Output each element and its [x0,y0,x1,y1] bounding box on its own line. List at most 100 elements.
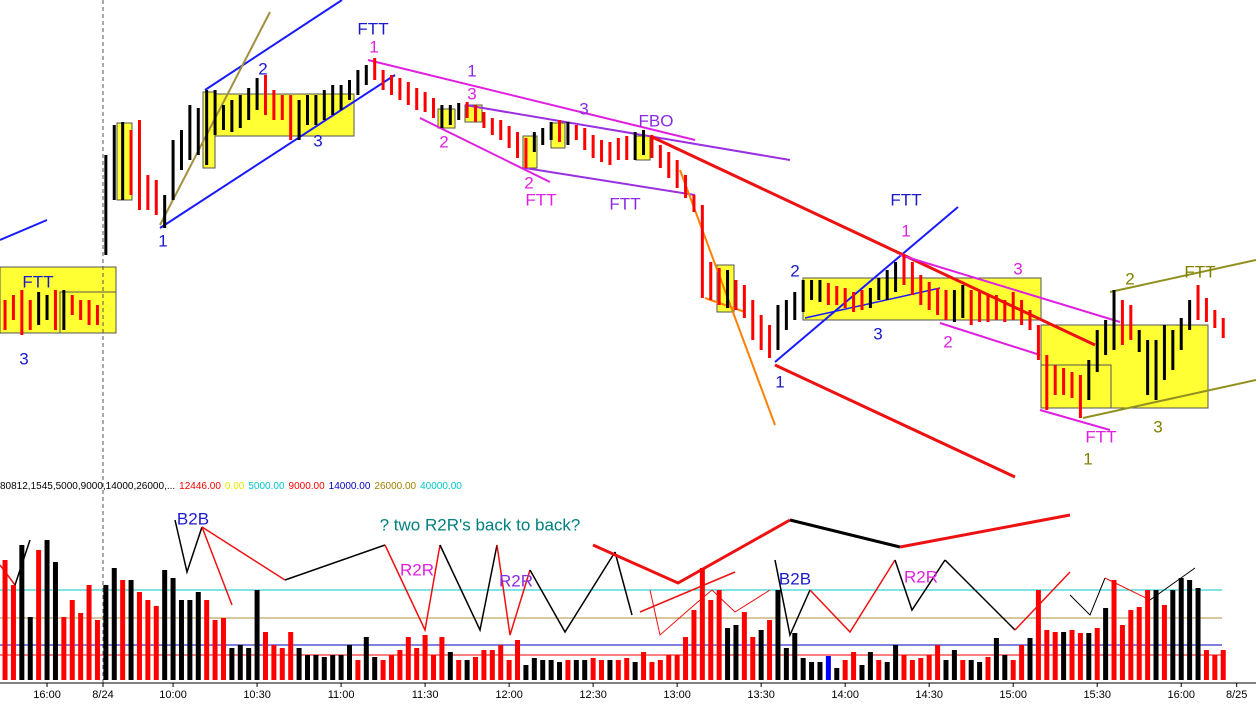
annotation: B2B [779,569,811,588]
volume-bar [1212,655,1218,680]
volume-bar [1094,628,1100,680]
volume-bar [590,658,596,680]
trend-line [1109,259,1256,293]
trend-line [159,74,396,229]
volume-bar [859,665,865,680]
x-tick-label: 11:00 [328,689,355,701]
annotation: FTT [357,19,388,38]
volume-bar [641,652,647,680]
zigzag [649,589,771,636]
annotation: 1 [369,37,378,56]
volume-bar [246,648,252,680]
volume-bar [136,592,142,680]
volume-bar [195,592,201,680]
volume-bar [389,655,395,680]
x-tick-label: 10:30 [243,689,271,701]
zigzag [174,519,203,575]
volume-bar [691,610,697,680]
zigzag [1014,571,1071,631]
volume-bar [607,660,613,680]
volume-bar [78,613,84,680]
volume-bar [456,660,462,680]
volume-bar [951,650,957,680]
trend-line [774,206,959,363]
trend-line [939,322,1041,356]
volume-bar [44,540,50,680]
volume-bar [1195,588,1201,680]
header-value: 9000.00 [289,481,326,492]
volume-bar [926,655,932,680]
volume-bar [876,660,882,680]
annotation: 3 [1153,417,1162,436]
volume-bar [220,618,226,680]
volume-bar [363,637,369,680]
volume-bar [1161,605,1167,680]
zigzag [201,526,286,581]
box [550,122,566,149]
volume-bar [1187,580,1193,680]
volume-bar [498,645,504,680]
volume-bar [204,600,210,680]
volume-bar [1170,590,1176,680]
trend-line [899,254,1121,323]
volume-bar [447,652,453,680]
volume-bar [313,655,319,680]
volume-bar [741,612,747,680]
annotation: 2 [524,173,533,192]
volume-bar [649,662,655,680]
volume-bar [725,628,731,680]
box [59,291,117,334]
volume-bar [10,585,16,680]
annotation: 1 [1083,449,1092,468]
annotation: 1 [901,221,910,240]
volume-bar [632,662,638,680]
volume-bar [657,660,663,680]
zigzag [899,513,1071,549]
volume-bar [111,568,117,680]
x-tick-label: 12:00 [495,689,523,701]
annotation: ? two R2R's back to back? [380,515,581,534]
marks [2,58,1226,680]
x-tick-label: 14:00 [831,689,859,701]
volume-bar [1136,607,1142,680]
annotation: 2 [1125,269,1134,288]
annotation: 3 [1013,259,1022,278]
volume-bar [1027,638,1033,680]
volume-bar [254,590,260,680]
annotation: R2R [499,571,533,590]
volume-bar [1077,633,1083,680]
x-tick-label: 11:30 [412,689,439,701]
volume-bar [716,590,722,680]
annotation: R2R [400,560,434,579]
volume-bar [321,657,327,680]
volume-bar [103,585,109,680]
volume-bar [330,655,336,680]
annotation: FTT [1085,427,1116,446]
volume-bar [708,600,714,680]
volume-bar [977,662,983,680]
x-tick-label: 13:00 [663,689,691,701]
volume-bar [414,648,420,680]
zigzags [0,513,1196,638]
indicator-header: 80812,1545,5000,9000,14000,26000,... 1244… [0,481,462,492]
volume-bar [380,660,386,680]
volume-bar [1019,645,1025,680]
volume-bar [506,660,512,680]
volume-bar [120,580,126,680]
zigzag [809,559,896,634]
header-value: 26000.00 [374,481,416,492]
zigzag [944,559,1016,631]
x-tick-label: 8/24 [92,689,113,701]
header-value: 0.00 [225,481,245,492]
trend-line [367,59,696,141]
annotation: 3 [19,349,28,368]
volume-bar [212,620,218,680]
volume-bar [338,655,344,680]
trend-line [774,363,1016,479]
volume-bar [565,660,571,680]
zigzag [894,559,946,612]
volume-bar [800,658,806,680]
volume-bar [262,632,268,680]
zigzag [592,518,791,585]
